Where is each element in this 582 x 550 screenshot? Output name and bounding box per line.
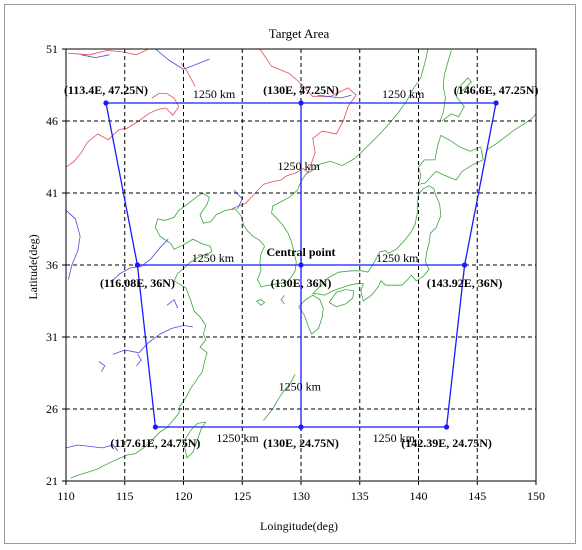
coastline — [256, 299, 266, 306]
coastline — [486, 113, 536, 151]
river-line — [112, 325, 193, 355]
area-point — [103, 100, 109, 106]
y-axis-label: Latitude(deg) — [26, 234, 40, 299]
border-line — [259, 49, 357, 173]
distance-label: 1250 km — [279, 379, 322, 393]
river-line — [81, 54, 110, 59]
river-line — [66, 210, 81, 280]
point-coordinate-label: (142.39E, 24.75N) — [401, 436, 492, 450]
area-point — [493, 100, 499, 106]
distance-label: 1250 km — [382, 87, 425, 101]
coastline — [312, 185, 442, 302]
river-line — [136, 354, 142, 367]
distance-label: 1250 km — [376, 251, 419, 265]
y-tick-label: 51 — [46, 42, 58, 56]
border-line — [68, 49, 149, 56]
point-coordinate-label: (146.6E, 47.25N) — [454, 83, 539, 97]
coastline — [263, 374, 296, 421]
distance-label: 1250 km — [192, 251, 235, 265]
y-tick-label: 21 — [46, 474, 58, 488]
x-axis-label: Loingitude(deg) — [260, 519, 338, 533]
x-tick-label: 140 — [410, 489, 428, 503]
y-tick-label: 41 — [46, 186, 58, 200]
distance-label: 1250 km — [373, 431, 416, 445]
central-point-label: Central point — [267, 245, 336, 259]
x-tick-label: 115 — [116, 489, 134, 503]
area-point — [298, 424, 304, 430]
distance-label: 1250 km — [216, 431, 259, 445]
x-tick-label: 145 — [468, 489, 486, 503]
x-tick-label: 135 — [351, 489, 369, 503]
river-line — [98, 361, 106, 372]
border-line — [66, 93, 180, 168]
chart-title: Target Area — [269, 26, 330, 41]
distance-label: 1250 km — [193, 87, 236, 101]
river-line — [155, 49, 210, 70]
border-line — [231, 168, 309, 210]
coastline — [280, 294, 285, 305]
area-point — [298, 100, 304, 106]
area-point — [461, 262, 468, 268]
x-tick-label: 125 — [233, 489, 251, 503]
area-point — [152, 424, 159, 430]
chart-frame: Target Area Loingitude(deg) Latitude(deg… — [4, 4, 576, 544]
coastline — [184, 421, 207, 459]
coastline — [70, 192, 287, 479]
x-tick-label: 150 — [527, 489, 545, 503]
target-area-chart: Target Area Loingitude(deg) Latitude(deg… — [26, 26, 545, 533]
coastline — [441, 77, 472, 122]
coastline — [271, 49, 429, 283]
x-tick-label: 130 — [292, 489, 310, 503]
plot-area: 110 115 120 125 130 135 140 145 150 21 26 31 36 41 46 5… — [46, 42, 545, 503]
point-coordinate-label: (143.92E, 36N) — [427, 276, 503, 290]
y-tick-label: 31 — [46, 330, 58, 344]
y-tick-label: 46 — [46, 114, 58, 128]
map-lines — [66, 49, 536, 479]
point-coordinate-label: (113.4E, 47.25N) — [64, 83, 148, 97]
area-point — [134, 262, 141, 268]
coastline — [298, 294, 324, 335]
area-point — [298, 262, 304, 268]
coastline — [418, 134, 484, 185]
point-coordinate-label: (130E, 47.25N) — [263, 83, 339, 97]
point-coordinate-label: (117.61E, 24.75N) — [110, 436, 200, 450]
coastline — [328, 289, 355, 308]
river-line — [317, 94, 352, 99]
x-tick-label: 120 — [175, 489, 193, 503]
point-coordinate-label: (130E, 36N) — [271, 276, 332, 290]
y-tick-label: 36 — [46, 258, 58, 272]
distance-label: 1250 km — [277, 159, 320, 173]
point-coordinate-label: (130E, 24.75N) — [263, 436, 339, 450]
river-line — [166, 298, 178, 309]
point-coordinate-label: (116.08E, 36N) — [100, 276, 175, 290]
area-point — [443, 424, 450, 430]
x-tick-label: 110 — [57, 489, 75, 503]
river-line — [110, 238, 169, 283]
coastline — [439, 50, 452, 123]
y-tick-label: 26 — [46, 402, 58, 416]
river-line — [66, 444, 119, 452]
